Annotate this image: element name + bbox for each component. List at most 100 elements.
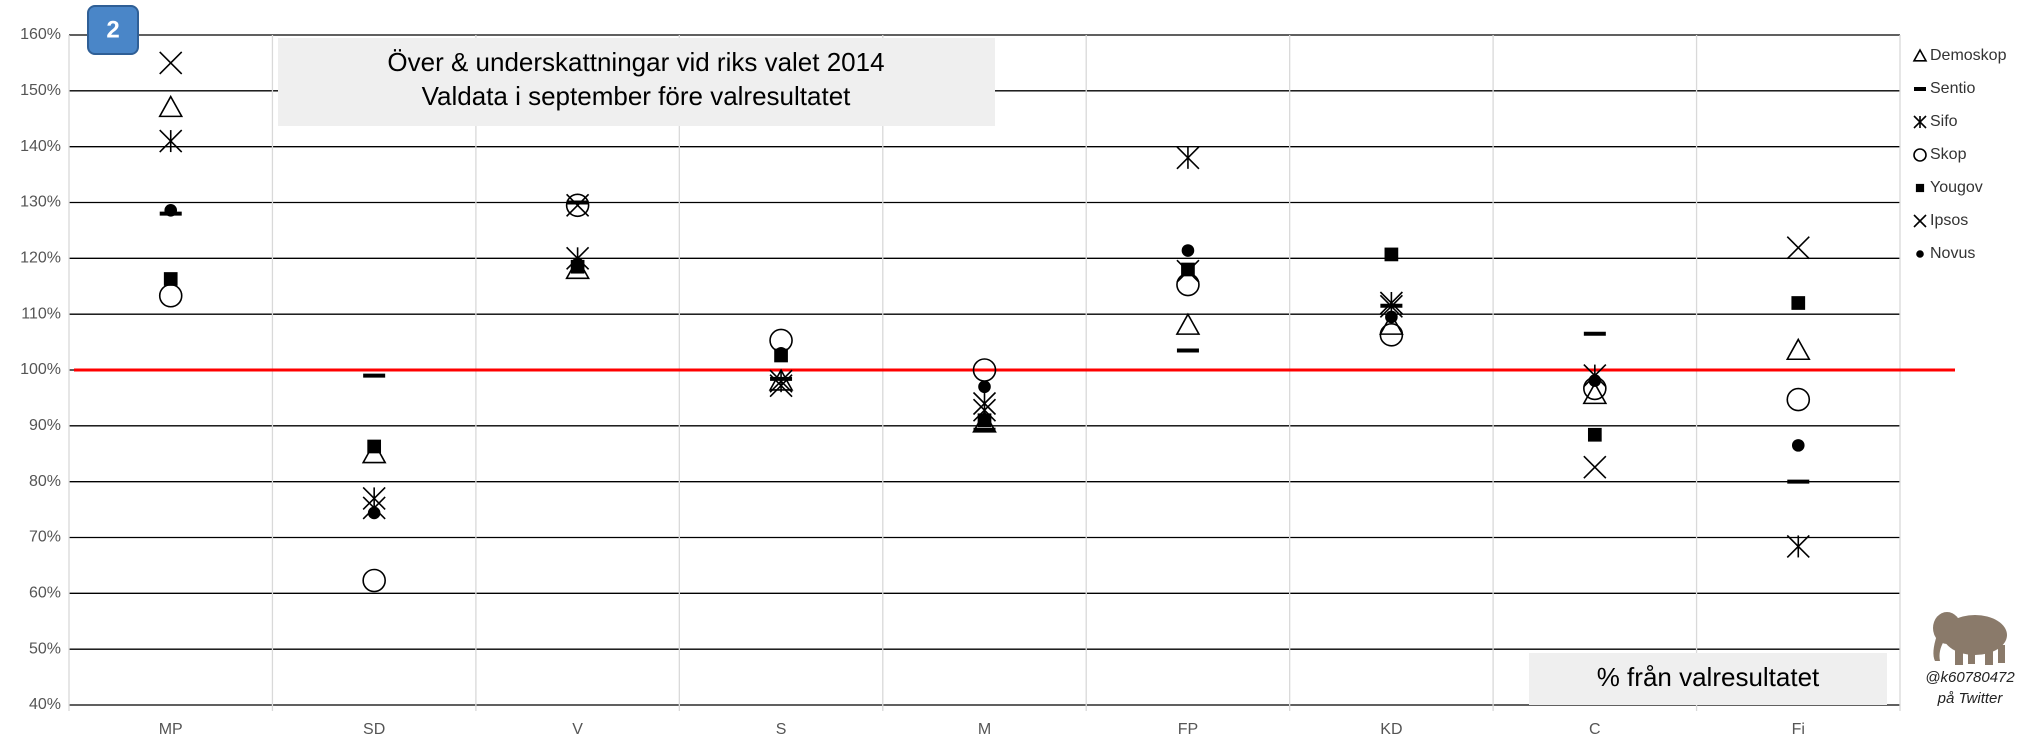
marker-part — [1384, 247, 1399, 262]
marker-part — [1583, 455, 1607, 479]
marker-part — [1176, 272, 1200, 297]
data-point — [1379, 294, 1403, 318]
grid: 40% 50% 60% 70% 80% 90% 100% 110% 120% 130% 140% 15… — [20, 26, 1901, 713]
x-tick-label: SD — [363, 721, 385, 738]
data-point — [1786, 236, 1810, 260]
badge — [87, 5, 139, 55]
marker-part — [774, 346, 788, 360]
marker-part — [1913, 214, 1927, 228]
y-tick-label: 50% — [29, 640, 61, 657]
data-point — [1588, 374, 1602, 387]
marker-part — [977, 413, 992, 428]
y-tick-label: 80% — [29, 473, 61, 490]
y-tick-label: 90% — [29, 417, 61, 434]
x-tick-label: Fi — [1792, 721, 1805, 738]
marker-part — [566, 193, 590, 217]
legend-entry: Sentio — [1914, 80, 1975, 97]
data-point — [1791, 296, 1806, 310]
y-tick-label: 110% — [21, 305, 61, 322]
data-point — [1786, 534, 1810, 558]
marker-part — [158, 283, 183, 308]
marker-part — [1912, 48, 1928, 62]
data-point — [1385, 310, 1398, 324]
data-point — [1786, 387, 1811, 412]
marker-part — [571, 257, 584, 271]
marker-part — [1791, 439, 1805, 452]
legend-entry: Novus — [1916, 245, 1975, 262]
data-point — [158, 283, 183, 308]
marker-part — [978, 380, 991, 394]
legend-entry: Demoskop — [1912, 47, 2007, 64]
data-point — [163, 272, 178, 286]
y-tick-label: 140% — [20, 138, 61, 155]
x-tick-label: S — [776, 721, 787, 738]
credit: @k60780472 — [1925, 669, 2015, 686]
marker-part — [1379, 312, 1404, 335]
chart-subtitle: Valdata i september före valresultatet — [422, 81, 852, 111]
marker-part — [1916, 250, 1924, 258]
legend-label: Sentio — [1930, 80, 1975, 97]
y-tick-label: 130% — [20, 194, 61, 211]
data-point — [362, 568, 386, 593]
data-point — [1176, 272, 1200, 297]
data-point — [978, 380, 991, 394]
elephant-icon — [1933, 612, 2007, 665]
marker-part — [1791, 296, 1806, 310]
data-point — [367, 506, 381, 520]
legend-entry: Skop — [1913, 146, 1967, 163]
credit: på Twitter — [1937, 690, 2004, 707]
data-point — [1379, 291, 1403, 315]
marker-part — [565, 193, 590, 218]
marker-part — [1786, 387, 1811, 412]
legend-label: Sifo — [1930, 113, 1958, 130]
marker-part — [367, 439, 382, 454]
y-tick-label: 160% — [20, 26, 61, 43]
marker-part — [159, 51, 183, 75]
annotation: % från valresultatet — [1597, 662, 1820, 692]
data-point — [1582, 381, 1608, 405]
data-point — [1181, 244, 1195, 257]
data-point — [566, 193, 590, 217]
marker-part — [769, 374, 793, 398]
annotation-box — [1529, 653, 1887, 705]
marker-part — [164, 204, 178, 217]
data-point — [769, 369, 793, 393]
marker-part — [1587, 427, 1602, 442]
marker-part — [1379, 323, 1404, 347]
data-point — [159, 129, 183, 153]
legend-entry: Sifo — [1913, 113, 1958, 130]
marker-part — [362, 568, 386, 593]
marker-part — [367, 506, 381, 520]
y-tick-label: 120% — [20, 250, 61, 267]
legend-entry: Yougov — [1915, 179, 1983, 196]
data-point — [1379, 323, 1404, 347]
marker-part — [1385, 310, 1398, 324]
data-point — [367, 439, 382, 454]
data-point — [1175, 312, 1201, 335]
y-tick-label: 40% — [29, 696, 61, 713]
legend-label: Ipsos — [1930, 212, 1968, 229]
title-box — [278, 38, 995, 126]
data-point — [972, 398, 997, 422]
data-point — [362, 486, 386, 510]
data-point — [1583, 455, 1607, 479]
marker-part — [1786, 236, 1810, 260]
y-tick-label: 100% — [20, 361, 61, 378]
marker-part — [163, 272, 178, 286]
marker-part — [158, 94, 184, 118]
data-point — [1379, 312, 1404, 335]
marker-part — [1582, 381, 1608, 405]
marker-part — [1175, 312, 1201, 335]
legend-label: Yougov — [1930, 179, 1983, 196]
data-point — [1181, 262, 1195, 277]
marker-part — [1785, 337, 1811, 361]
legend-label: Skop — [1930, 146, 1967, 163]
marker-part — [1379, 294, 1403, 318]
data-point — [1785, 337, 1811, 361]
marker-part — [1176, 259, 1200, 283]
data-point — [1384, 247, 1399, 262]
y-tick-label: 70% — [29, 529, 61, 546]
data-point — [1791, 439, 1805, 452]
data-point — [571, 257, 584, 271]
